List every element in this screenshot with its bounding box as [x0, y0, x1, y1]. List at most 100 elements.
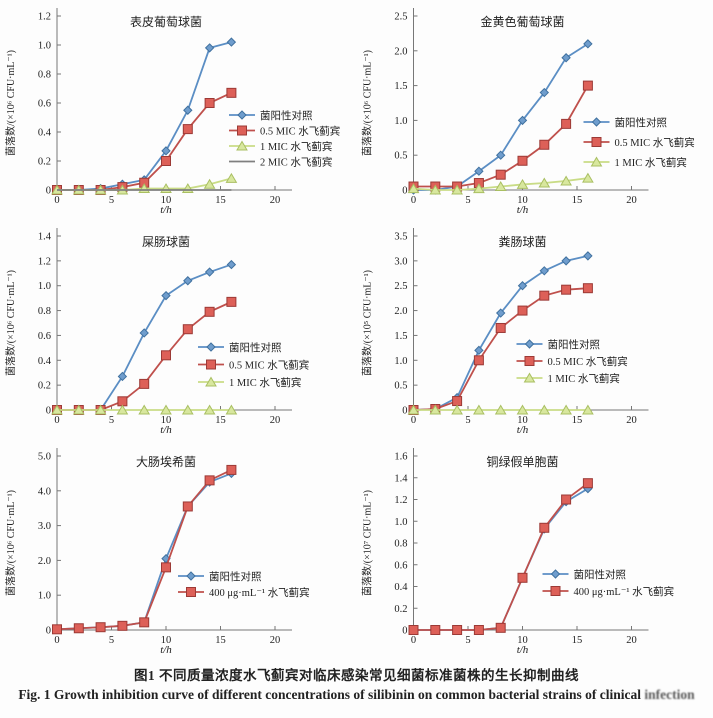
y-tick-label: 1.0 — [394, 116, 407, 127]
series-marker-2 — [473, 183, 485, 194]
series-marker-2 — [494, 181, 507, 192]
x-tick-label: 15 — [572, 195, 583, 206]
series-marker-2 — [94, 404, 107, 415]
series-marker-1 — [473, 355, 484, 366]
series-marker-1 — [561, 118, 572, 129]
series-marker-1 — [161, 350, 171, 361]
caption-english-main: Fig. 1 Growth inhibition curve of differ… — [18, 687, 642, 702]
x-tick-label: 0 — [411, 195, 416, 206]
y-axis-label: 菌落数/(×10⁵ CFU·mL⁻¹) — [361, 270, 374, 376]
x-tick-label: 5 — [109, 635, 114, 646]
series-marker-1 — [452, 396, 463, 407]
series-marker-1 — [204, 306, 215, 317]
x-tick-label: 5 — [465, 195, 470, 206]
series-marker-0 — [117, 371, 128, 382]
y-tick-label: 3.0 — [38, 521, 51, 532]
series-marker-1 — [226, 87, 237, 98]
legend-label: 1 MIC 水飞蓟宾 — [548, 372, 620, 385]
y-tick-label: 1.0 — [38, 41, 51, 52]
series-marker-2 — [116, 404, 129, 415]
legend-marker — [186, 571, 196, 581]
x-tick-label: 5 — [109, 195, 114, 206]
x-tick-label: 20 — [626, 415, 637, 426]
series-marker-1 — [182, 501, 193, 512]
y-tick-label: 1.4 — [38, 232, 52, 243]
series-marker-1 — [473, 625, 484, 635]
series-marker-1 — [517, 305, 528, 316]
y-tick-label: 0.2 — [394, 604, 407, 615]
y-tick-label: 1.2 — [38, 256, 51, 267]
series-marker-2 — [407, 183, 420, 194]
series-marker-1 — [139, 617, 150, 628]
chart-title: 表皮葡萄球菌 — [130, 15, 202, 29]
series-marker-0 — [561, 53, 571, 63]
x-tick-label: 5 — [109, 415, 114, 426]
y-tick-label: 1.0 — [394, 356, 407, 367]
legend-label: 0.5 MIC 水飞蓟宾 — [260, 125, 340, 138]
series-marker-2 — [225, 404, 238, 415]
x-axis-label: t/h — [160, 644, 172, 656]
series-marker-0 — [204, 43, 215, 53]
series-marker-1 — [408, 625, 419, 635]
x-tick-label: 15 — [572, 415, 583, 426]
legend-marker — [205, 376, 217, 387]
legend-label: 1 MIC 水飞蓟宾 — [260, 140, 332, 153]
y-axis-label: 菌落数/(×10⁶ CFU·mL⁻¹) — [4, 50, 17, 156]
x-tick-label: 0 — [54, 635, 59, 646]
series-marker-1 — [539, 139, 550, 150]
series-marker-2 — [560, 404, 572, 415]
series-line-0 — [56, 472, 232, 631]
x-tick-label: 10 — [161, 415, 172, 426]
legend-label: 菌阳性对照 — [260, 109, 313, 122]
legend-label: 菌阳性对照 — [548, 338, 601, 351]
x-tick-label: 20 — [626, 195, 637, 206]
series-marker-2 — [451, 184, 463, 195]
y-tick-label: 0.6 — [38, 331, 51, 342]
panel-escherichia-coli: 0 5 10 15 20 0 1.0 2.0 3.0 4.0 5.0 大肠埃希菌 菌落数/(×10⁶ C… — [0, 440, 356, 660]
y-tick-label: 0.8 — [38, 70, 51, 81]
y-tick-label: 5.0 — [38, 452, 51, 463]
y-tick-label: 0 — [46, 186, 51, 197]
x-tick-label: 10 — [517, 635, 528, 646]
series-marker-1 — [204, 475, 215, 486]
y-tick-label: 0 — [46, 626, 51, 637]
series-marker-0 — [161, 146, 171, 156]
series-marker-2 — [203, 404, 216, 415]
x-tick-label: 0 — [54, 195, 59, 206]
caption-chinese: 图1 不同质量浓度水飞蓟宾对临床感染常见细菌标准菌株的生长抑制曲线 — [133, 668, 580, 683]
legend-label: 1 MIC 水飞蓟宾 — [229, 376, 301, 389]
series-marker-1 — [561, 284, 572, 295]
series-marker-2 — [516, 404, 529, 415]
series-marker-1 — [495, 322, 506, 333]
y-tick-label: 0.2 — [38, 381, 51, 392]
x-axis-label: t/h — [160, 424, 172, 436]
x-tick-label: 20 — [270, 635, 281, 646]
series-marker-2 — [225, 172, 238, 183]
caption-english-tail: infection — [641, 687, 695, 702]
y-tick-label: 2.0 — [394, 46, 407, 57]
x-axis-label: t/h — [517, 644, 529, 656]
series-marker-1 — [226, 296, 237, 307]
series-line-1 — [413, 482, 589, 631]
series-marker-1 — [182, 324, 193, 335]
legend-marker — [550, 586, 561, 596]
legend-marker — [591, 117, 602, 127]
series-marker-1 — [582, 80, 593, 91]
x-tick-label: 20 — [270, 195, 281, 206]
series-marker-1 — [161, 562, 171, 573]
x-tick-label: 10 — [161, 635, 172, 646]
series-marker-1 — [52, 624, 62, 635]
series-marker-2 — [516, 178, 529, 189]
x-tick-label: 20 — [626, 635, 637, 646]
series-marker-2 — [538, 404, 551, 415]
y-tick-label: 0.8 — [394, 539, 407, 550]
series-marker-1 — [495, 169, 506, 180]
y-tick-label: 0.5 — [394, 381, 407, 392]
x-tick-label: 15 — [572, 635, 583, 646]
y-tick-label: 4.0 — [38, 486, 51, 497]
series-marker-0 — [183, 105, 193, 115]
x-tick-label: 10 — [517, 415, 528, 426]
legend-marker — [236, 140, 248, 151]
chart-grid: 0 5 10 15 20 0 0.2 0.4 0.6 0.8 1.0 1.2 表皮葡萄球菌 菌落数/(×1… — [0, 8, 695, 660]
